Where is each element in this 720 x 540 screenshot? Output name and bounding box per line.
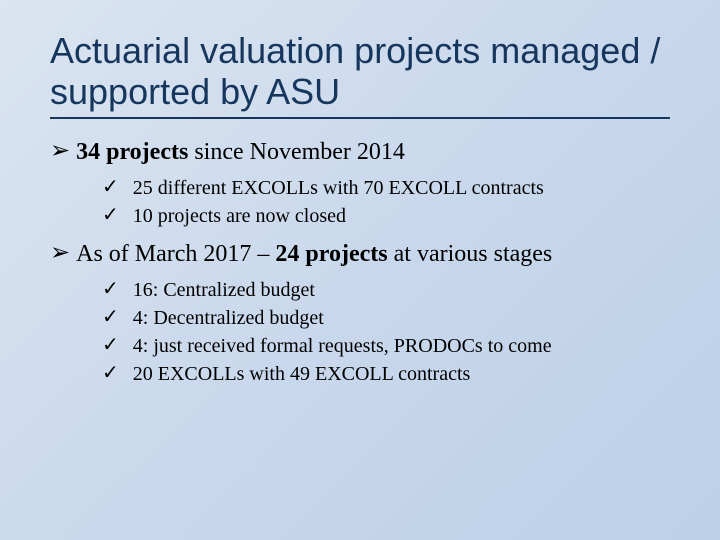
check-icon: ✓ <box>102 333 119 358</box>
check-icon: ✓ <box>102 305 119 330</box>
sub-bullet-text: 4: just received formal requests, PRODOC… <box>133 333 552 359</box>
arrow-icon: ➢ <box>50 137 70 166</box>
bullet-text: As of March 2017 – 24 projects at variou… <box>76 239 552 269</box>
check-icon: ✓ <box>102 361 119 386</box>
arrow-icon: ➢ <box>50 239 70 268</box>
sub-bullet-text: 25 different EXCOLLs with 70 EXCOLL cont… <box>133 175 544 201</box>
sub-bullet-item: ✓ 20 EXCOLLs with 49 EXCOLL contracts <box>102 361 670 387</box>
sub-bullet-item: ✓ 10 projects are now closed <box>102 203 670 229</box>
check-icon: ✓ <box>102 203 119 228</box>
sub-bullet-text: 10 projects are now closed <box>133 203 346 229</box>
text-segment: since November 2014 <box>188 139 405 165</box>
sub-bullet-item: ✓ 25 different EXCOLLs with 70 EXCOLL co… <box>102 175 670 201</box>
text-segment-bold: 24 projects <box>275 241 387 267</box>
slide-title: Actuarial valuation projects managed / s… <box>50 30 670 119</box>
bullet-item: ➢ As of March 2017 – 24 projects at vari… <box>50 239 670 269</box>
sub-bullet-item: ✓ 4: just received formal requests, PROD… <box>102 333 670 359</box>
check-icon: ✓ <box>102 277 119 302</box>
bullet-list-level1: ➢ As of March 2017 – 24 projects at vari… <box>50 239 670 269</box>
text-segment: at various stages <box>388 241 553 267</box>
bullet-text: 34 projects since November 2014 <box>76 137 405 167</box>
sub-bullet-text: 16: Centralized budget <box>133 277 315 303</box>
sub-bullet-item: ✓ 16: Centralized budget <box>102 277 670 303</box>
sub-bullet-text: 20 EXCOLLs with 49 EXCOLL contracts <box>133 361 471 387</box>
bullet-list-level2: ✓ 25 different EXCOLLs with 70 EXCOLL co… <box>50 175 670 229</box>
text-segment: As of March 2017 – <box>76 241 275 267</box>
bullet-list-level2: ✓ 16: Centralized budget ✓ 4: Decentrali… <box>50 277 670 387</box>
bullet-list-level1: ➢ 34 projects since November 2014 <box>50 137 670 167</box>
bullet-item: ➢ 34 projects since November 2014 <box>50 137 670 167</box>
check-icon: ✓ <box>102 175 119 200</box>
text-segment-bold: 34 projects <box>76 139 188 165</box>
sub-bullet-text: 4: Decentralized budget <box>133 305 324 331</box>
sub-bullet-item: ✓ 4: Decentralized budget <box>102 305 670 331</box>
